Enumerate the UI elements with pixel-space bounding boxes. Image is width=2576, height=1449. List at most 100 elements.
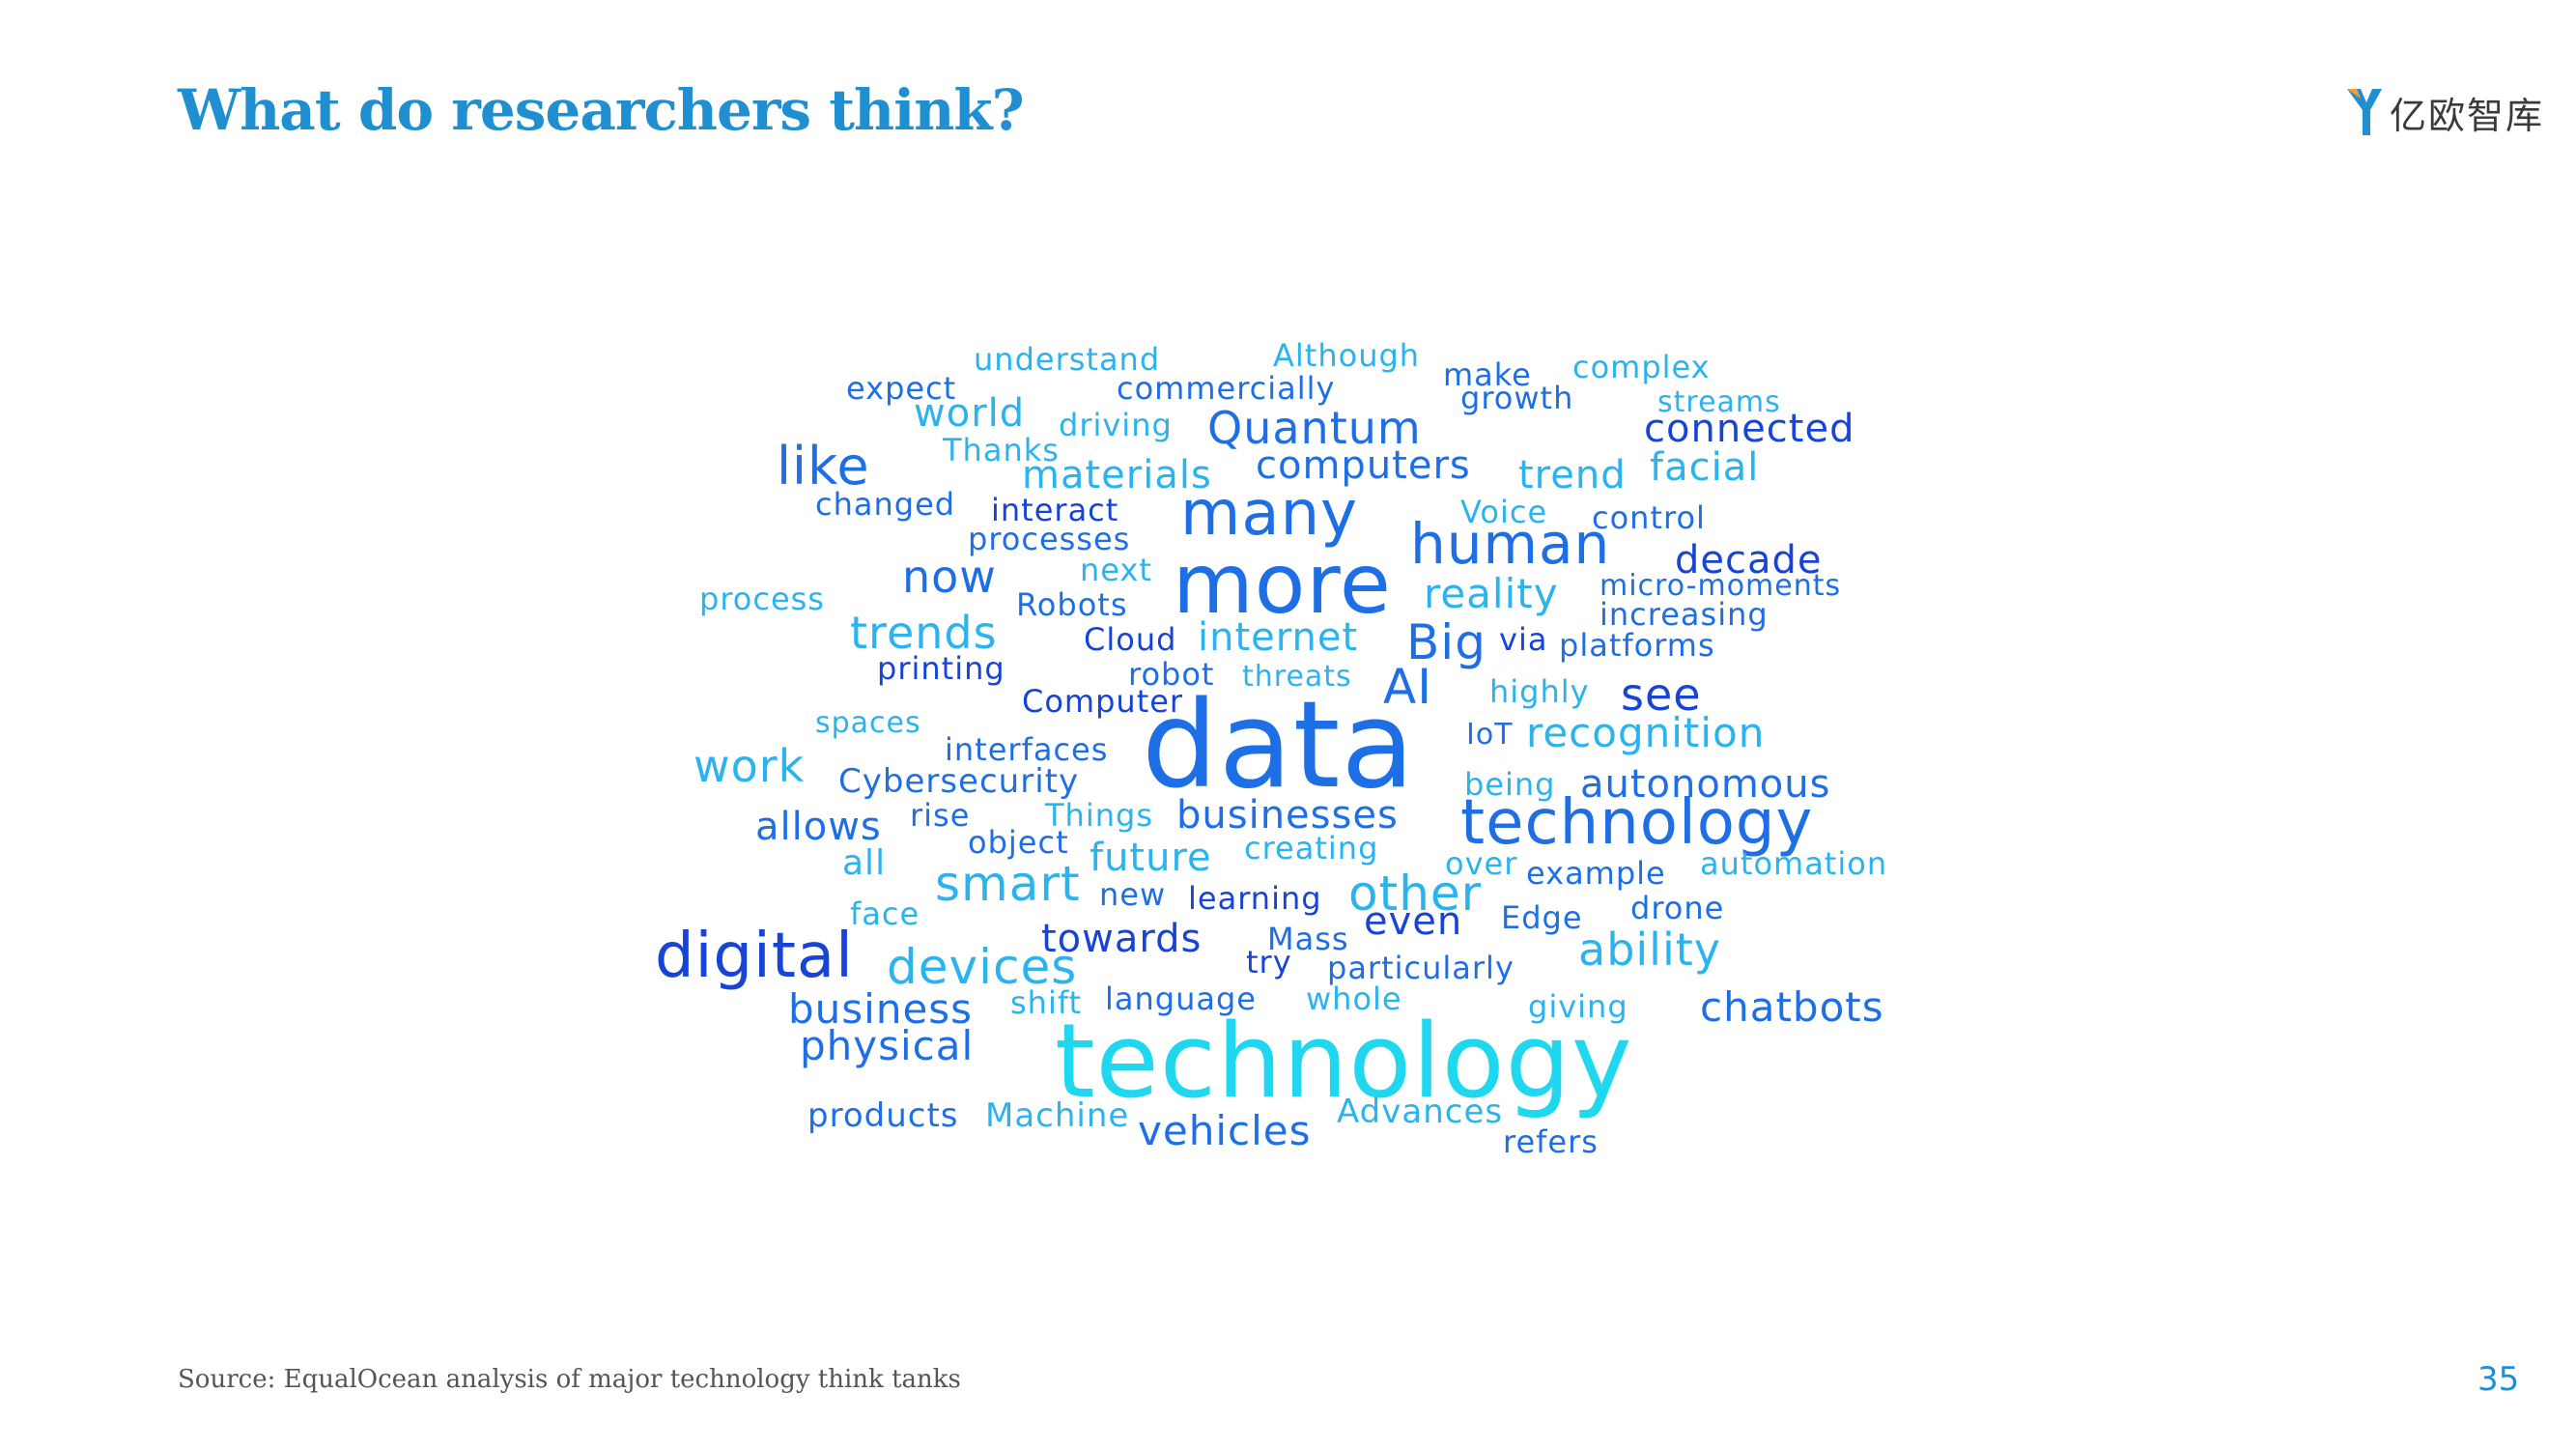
- word-cloud-word: control: [1592, 499, 1706, 536]
- word-cloud-word: many: [1180, 478, 1358, 550]
- word-cloud-word: products: [807, 1096, 959, 1135]
- word-cloud-word: language: [1105, 980, 1257, 1017]
- word-cloud-word: automation: [1700, 845, 1888, 882]
- word-cloud-word: digital: [655, 921, 854, 992]
- word-cloud-word: complex: [1572, 349, 1711, 385]
- word-cloud-word: rise: [910, 797, 971, 834]
- word-cloud-word: recognition: [1526, 709, 1766, 756]
- word-cloud-word: Robots: [1016, 586, 1128, 623]
- word-cloud-word: Mass: [1267, 921, 1349, 957]
- word-cloud-word: particularly: [1327, 950, 1514, 986]
- word-cloud-word: decade: [1675, 538, 1823, 582]
- word-cloud-word: all: [842, 843, 887, 883]
- word-cloud-word: future: [1090, 836, 1212, 880]
- word-cloud-word: physical: [800, 1022, 975, 1069]
- page-title: What do researchers think?: [178, 77, 1025, 143]
- logo-text: 亿欧智库: [2390, 94, 2545, 137]
- word-cloud-word: trends: [850, 607, 998, 659]
- word-cloud-word: technology: [1460, 787, 1814, 859]
- word-cloud-word: commercially: [1117, 370, 1336, 407]
- word-cloud-word: Computer: [1022, 683, 1184, 720]
- word-cloud-word: example: [1526, 855, 1666, 892]
- word-cloud-word: see: [1621, 668, 1702, 721]
- word-cloud-word: business: [788, 985, 974, 1033]
- word-cloud-word: like: [777, 436, 870, 497]
- word-cloud-word: ability: [1578, 923, 1721, 976]
- word-cloud-word: streams: [1657, 385, 1781, 419]
- word-cloud-word: Although: [1273, 337, 1421, 374]
- equalocean-y-logo-icon: [2347, 89, 2382, 135]
- word-cloud-word: threats: [1242, 660, 1352, 694]
- word-cloud-word: vehicles: [1138, 1107, 1312, 1154]
- word-cloud-word: world: [914, 391, 1026, 436]
- page-number: 35: [2477, 1360, 2520, 1399]
- word-cloud-word: highly: [1489, 673, 1590, 710]
- word-cloud-word: via: [1499, 621, 1548, 658]
- word-cloud-word: giving: [1528, 988, 1628, 1025]
- word-cloud-word: interact: [991, 492, 1119, 528]
- word-cloud-word: IoT: [1466, 718, 1514, 752]
- word-cloud-word: Big: [1406, 614, 1486, 670]
- word-cloud-word: technology: [1055, 1002, 1633, 1121]
- word-cloud-word: growth: [1460, 380, 1574, 416]
- word-cloud-word: AI: [1383, 659, 1432, 715]
- word-cloud-word: autonomous: [1580, 762, 1831, 807]
- word-cloud-word: process: [699, 581, 825, 617]
- word-cloud-word: micro-moments: [1599, 569, 1842, 603]
- word-cloud-word: next: [1080, 552, 1152, 588]
- word-cloud-word: Voice: [1460, 494, 1548, 530]
- word-cloud-word: Edge: [1501, 899, 1583, 936]
- word-cloud-word: object: [968, 824, 1069, 861]
- word-cloud-word: internet: [1198, 615, 1359, 660]
- word-cloud-word: robot: [1128, 656, 1215, 693]
- word-cloud-word: human: [1410, 511, 1611, 577]
- word-cloud-word: printing: [877, 650, 1005, 687]
- word-cloud-word: now: [902, 551, 997, 603]
- word-cloud-word: increasing: [1599, 596, 1769, 633]
- word-cloud-word: make: [1443, 356, 1532, 393]
- word-cloud-word: shift: [1010, 984, 1083, 1021]
- word-cloud-word: chatbots: [1700, 983, 1884, 1031]
- word-cloud-word: changed: [815, 486, 956, 523]
- word-cloud-word: drone: [1630, 890, 1725, 926]
- word-cloud-word: creating: [1244, 830, 1379, 867]
- word-cloud-word: data: [1142, 676, 1416, 815]
- word-cloud-word: Cloud: [1084, 621, 1177, 658]
- word-cloud-word: spaces: [815, 706, 921, 740]
- word-cloud-word: face: [850, 895, 920, 932]
- word-cloud-word: driving: [1059, 407, 1173, 443]
- word-cloud-word: smart: [935, 856, 1081, 912]
- word-cloud-word: even: [1364, 899, 1463, 944]
- word-cloud-word: understand: [974, 341, 1161, 378]
- word-cloud-word: Advances: [1337, 1093, 1504, 1131]
- word-cloud-word: computers: [1256, 443, 1471, 488]
- word-cloud-word: processes: [968, 521, 1131, 557]
- word-cloud-word: expect: [846, 370, 957, 407]
- word-cloud-word: whole: [1306, 980, 1402, 1017]
- word-cloud-word: devices: [887, 939, 1078, 995]
- word-cloud-word: businesses: [1176, 793, 1399, 838]
- word-cloud-word: facial: [1650, 445, 1760, 490]
- word-cloud-word: Things: [1045, 797, 1153, 834]
- word-cloud-word: reality: [1424, 570, 1559, 617]
- word-cloud-word: other: [1348, 866, 1483, 922]
- word-cloud-word: platforms: [1559, 627, 1715, 664]
- word-cloud-word: try: [1246, 944, 1292, 980]
- source-note: Source: EqualOcean analysis of major tec…: [178, 1365, 961, 1394]
- word-cloud-word: Thanks: [943, 432, 1060, 469]
- word-cloud-word: Machine: [985, 1096, 1130, 1135]
- word-cloud-word: more: [1173, 536, 1392, 633]
- word-cloud-word: work: [694, 740, 806, 792]
- word-cloud-word: materials: [1022, 453, 1212, 497]
- word-cloud-word: learning: [1188, 880, 1322, 917]
- word-cloud-word: Quantum: [1207, 402, 1422, 454]
- word-cloud-word: refers: [1503, 1123, 1599, 1160]
- word-cloud-word: being: [1464, 766, 1556, 803]
- word-cloud-word: interfaces: [945, 731, 1109, 768]
- word-cloud-word: connected: [1644, 407, 1855, 451]
- word-cloud-word: over: [1445, 845, 1518, 882]
- word-cloud-word: Cybersecurity: [838, 762, 1080, 801]
- word-cloud-word: trend: [1518, 453, 1627, 497]
- company-logo: 亿欧智库: [2345, 83, 2544, 141]
